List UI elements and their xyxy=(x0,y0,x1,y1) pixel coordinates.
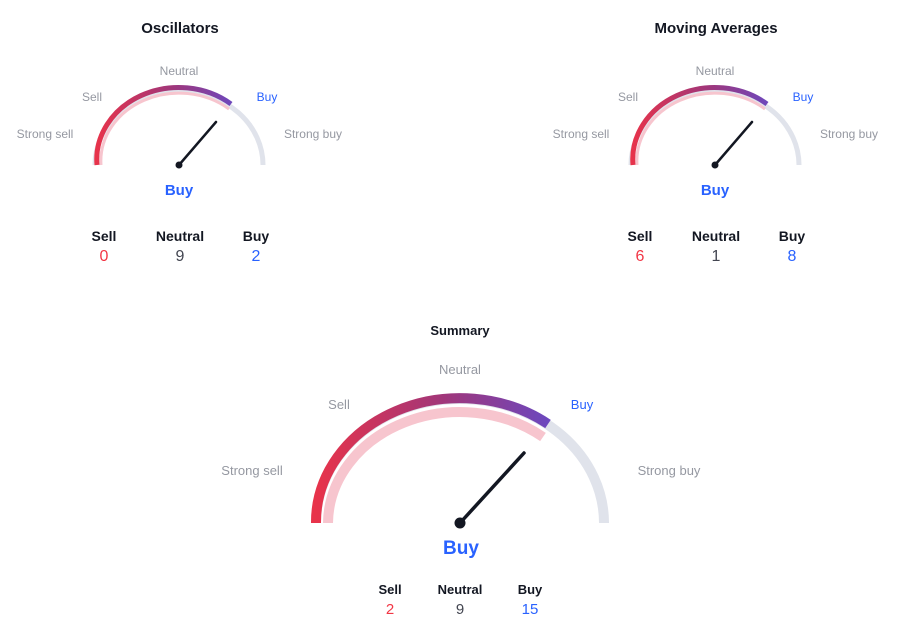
summary-title: Summary xyxy=(430,323,490,338)
count-sell-label: Sell xyxy=(378,582,402,597)
label-sell: Sell xyxy=(82,90,102,104)
label-sell: Sell xyxy=(328,397,350,412)
count-sell: Sell 2 xyxy=(355,582,425,618)
oscillators-gauge: Oscillators Strong sell Sell Neutral Buy… xyxy=(0,0,360,290)
label-strong-sell: Strong sell xyxy=(17,127,74,141)
oscillators-counts: Sell 0 Neutral 9 Buy 2 xyxy=(0,228,360,266)
moving-averages-result: Buy xyxy=(700,182,730,199)
count-buy-value: 2 xyxy=(251,248,261,265)
count-neutral-value: 1 xyxy=(711,248,721,265)
gauge-track xyxy=(92,88,266,166)
count-neutral: Neutral 1 xyxy=(678,228,754,266)
count-neutral-label: Neutral xyxy=(437,582,483,597)
summary-dial: Strong sell Sell Neutral Buy Strong buy xyxy=(221,362,701,529)
count-neutral: Neutral 9 xyxy=(425,582,495,618)
gauge-needle xyxy=(177,120,218,167)
count-buy-label: Buy xyxy=(778,228,806,244)
gauge-inner-track xyxy=(99,91,230,166)
count-sell-label: Sell xyxy=(627,228,653,244)
gauge-active-arc xyxy=(630,85,769,166)
summary-result: Buy xyxy=(443,538,479,559)
gauge-track xyxy=(311,394,609,524)
count-buy-value: 8 xyxy=(787,248,797,265)
label-buy: Buy xyxy=(257,90,278,104)
count-neutral-label: Neutral xyxy=(155,228,205,244)
label-buy: Buy xyxy=(571,397,594,412)
count-sell: Sell 6 xyxy=(602,228,678,266)
oscillators-result: Buy xyxy=(164,182,194,199)
needle-pivot xyxy=(454,517,466,529)
needle-pivot xyxy=(711,161,719,169)
moving-averages-title: Moving Averages xyxy=(654,20,778,37)
summary-counts: Sell 2 Neutral 9 Buy 15 xyxy=(190,582,730,618)
moving-averages-gauge: Moving Averages Strong sell Sell Neutral… xyxy=(536,0,896,290)
moving-averages-counts: Sell 6 Neutral 1 Buy 8 xyxy=(536,228,896,266)
gauge-inner-track xyxy=(323,407,546,524)
count-neutral-value: 9 xyxy=(455,601,465,618)
label-strong-buy: Strong buy xyxy=(820,127,878,141)
count-buy-value: 15 xyxy=(521,601,539,618)
summary-gauge: Summary Strong sell Sell Neutral Buy Str… xyxy=(190,310,730,630)
count-neutral-value: 9 xyxy=(175,248,185,265)
label-strong-buy: Strong buy xyxy=(284,127,342,141)
count-sell-value: 6 xyxy=(635,248,645,265)
count-sell-value: 0 xyxy=(99,248,109,265)
gauge-active-arc xyxy=(94,85,233,166)
gauge-inner-track xyxy=(635,91,766,166)
label-strong-sell: Strong sell xyxy=(553,127,610,141)
label-neutral: Neutral xyxy=(439,362,481,377)
count-sell: Sell 0 xyxy=(66,228,142,266)
count-buy-label: Buy xyxy=(242,228,270,244)
label-sell: Sell xyxy=(618,90,638,104)
label-neutral: Neutral xyxy=(696,64,735,78)
count-buy: Buy 8 xyxy=(754,228,830,266)
gauge-needle xyxy=(458,451,526,525)
moving-averages-dial: Strong sell Sell Neutral Buy Strong buy xyxy=(553,64,878,169)
label-neutral: Neutral xyxy=(160,64,199,78)
count-neutral: Neutral 9 xyxy=(142,228,218,266)
count-neutral-label: Neutral xyxy=(691,228,741,244)
count-buy-label: Buy xyxy=(517,582,543,597)
oscillators-title: Oscillators xyxy=(141,20,219,37)
gauge-active-arc xyxy=(310,393,551,524)
label-strong-buy: Strong buy xyxy=(638,463,701,478)
count-buy: Buy 2 xyxy=(218,228,294,266)
gauge-track xyxy=(628,88,802,166)
needle-pivot xyxy=(175,161,183,169)
count-buy: Buy 15 xyxy=(495,582,565,618)
label-buy: Buy xyxy=(793,90,814,104)
count-sell-label: Sell xyxy=(91,228,117,244)
oscillators-dial: Strong sell Sell Neutral Buy Strong buy xyxy=(17,64,342,169)
gauge-needle xyxy=(713,120,754,167)
label-strong-sell: Strong sell xyxy=(221,463,283,478)
count-sell-value: 2 xyxy=(385,601,395,618)
